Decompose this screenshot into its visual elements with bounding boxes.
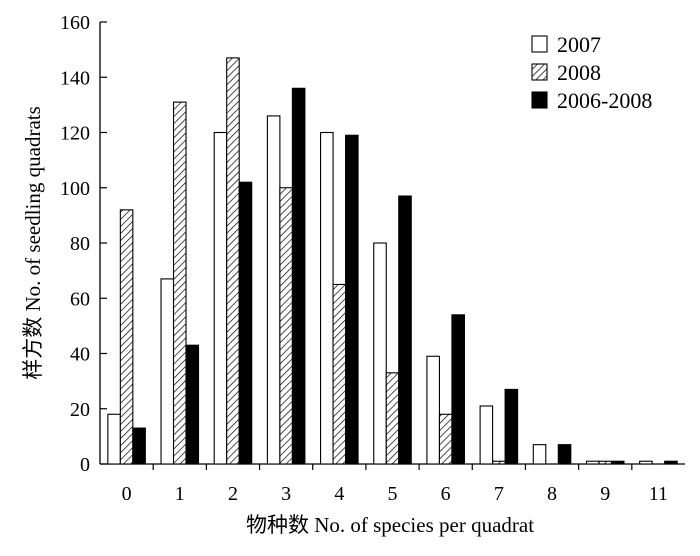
bar-2006-2008 [557,444,572,465]
x-tick-label: 11 [649,483,668,505]
bar-2008 [279,187,293,465]
y-tick-label: 140 [60,67,90,89]
legend-swatch [531,63,548,81]
bar-2006-2008 [132,427,146,465]
bar-2006-2008 [504,388,519,465]
x-tick-label: 3 [281,483,291,505]
bar-2008 [119,209,134,465]
bar-2006-2008 [238,181,253,465]
chart-legend: 2007 2008 2006-2008 [531,32,652,113]
bar-2007 [213,131,228,465]
bar-2007 [639,460,653,465]
legend-swatch [531,35,548,53]
y-axis-label: 样方数 No. of seedling quadrats [21,106,45,380]
legend-label: 2006-2008 [557,88,652,113]
y-tick-label: 160 [60,12,90,34]
bar-2006-2008 [664,460,678,465]
y-tick-labels: 0 20 40 60 80 100 120 140 160 [60,12,90,476]
bar-2007 [426,355,440,465]
y-tick-label: 80 [70,233,90,255]
bar-2008 [385,372,400,465]
y-tick-label: 100 [60,178,90,200]
legend-label: 2007 [557,32,601,57]
bar-2008 [598,460,613,465]
y-tick-label: 60 [70,288,90,310]
x-tick-label: 8 [547,483,557,505]
bar-2006-2008 [398,195,412,465]
x-tick-label: 1 [175,483,185,505]
bar-2007 [266,115,281,465]
bar-2007 [107,413,121,465]
bar-2006-2008 [291,87,306,465]
bar-2006-2008 [345,134,359,465]
bar-2006-2008 [451,314,465,465]
x-tick-label: 5 [388,483,398,505]
x-axis-label: 物种数 No. of species per quadrat [246,513,534,537]
bar-2007 [320,131,334,465]
y-tick-label: 120 [60,123,90,145]
x-tick-label: 2 [228,483,238,505]
x-tick-label: 0 [122,483,132,505]
x-tick-label: 9 [600,483,610,505]
bar-2008 [332,283,347,465]
y-tick-label: 20 [70,399,90,421]
x-tick-label: 7 [494,483,504,505]
bar-2006-2008 [185,344,200,465]
bar-2007 [585,460,600,465]
bar-2007 [532,444,547,465]
x-tick-label: 4 [334,483,344,505]
bar-2007 [160,278,175,465]
bar-2007 [373,242,387,465]
legend-label: 2008 [557,60,601,85]
y-tick-label: 40 [70,344,90,366]
bar-2007 [479,405,494,465]
x-tick-labels: 0 1 2 3 4 5 6 7 8 9 11 [122,483,668,505]
bar-2008 [438,413,453,465]
bar-2008 [226,57,240,465]
bar-2008 [492,460,506,465]
y-tick-label: 0 [80,454,90,476]
chart-bars [107,57,678,465]
x-tick-label: 6 [441,483,451,505]
bar-2006-2008 [610,460,625,465]
bar-2008 [172,101,187,465]
legend-swatch [531,91,548,109]
